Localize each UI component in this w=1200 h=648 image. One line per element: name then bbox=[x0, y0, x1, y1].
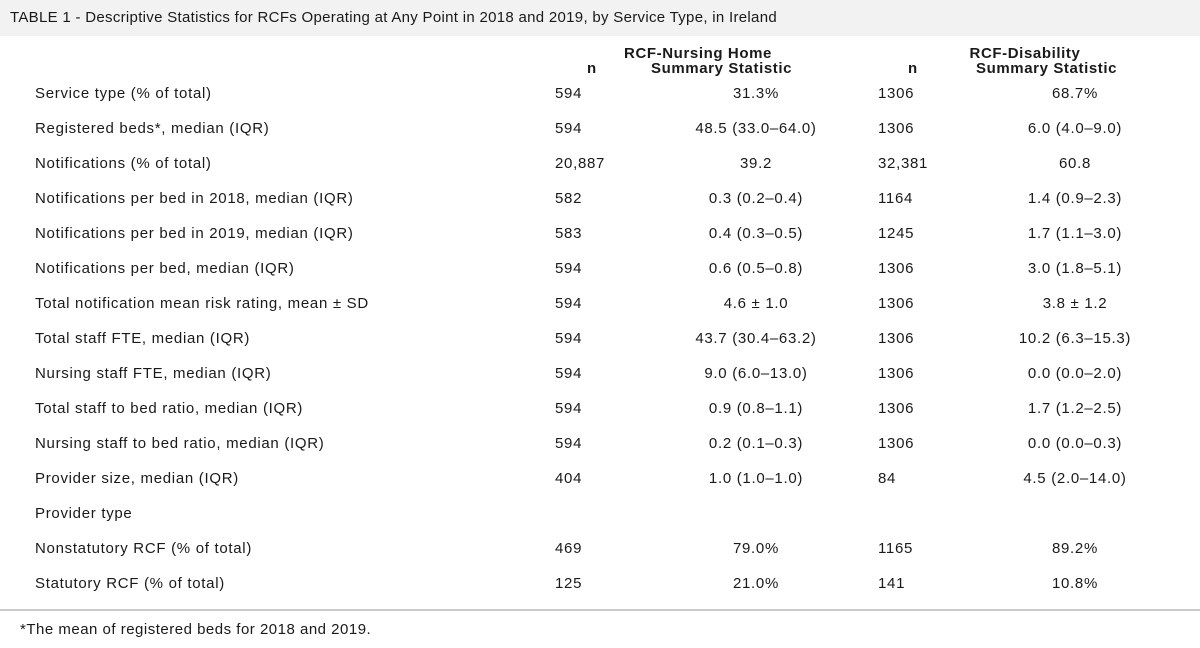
table-row: Total notification mean risk rating, mea… bbox=[0, 286, 1200, 321]
cell-statistic-disability: 68.7% bbox=[1051, 85, 1099, 102]
group-header-disability: RCF-Disability bbox=[969, 45, 1081, 62]
cell-statistic-nursing-home: 0.6 (0.5–0.8) bbox=[708, 260, 804, 277]
cell-statistic-disability: 1.7 (1.2–2.5) bbox=[1027, 400, 1123, 417]
cell-statistic-disability: 60.8 bbox=[1059, 155, 1091, 172]
cell-statistic-nursing-home: 0.2 (0.1–0.3) bbox=[708, 435, 804, 452]
cell-statistic-nursing-home: 4.6 ± 1.0 bbox=[723, 295, 789, 312]
cell-statistic-disability: 3.8 ± 1.2 bbox=[1042, 295, 1108, 312]
cell-n-nursing-home: 469 bbox=[555, 540, 583, 557]
cell-statistic-nursing-home: 1.0 (1.0–1.0) bbox=[708, 470, 804, 487]
cell-n-disability: 1165 bbox=[878, 540, 914, 557]
cell-statistic-disability: 10.8% bbox=[1051, 575, 1099, 592]
cell-statistic-disability: 6.0 (4.0–9.0) bbox=[1027, 120, 1123, 137]
cell-n-disability: 1306 bbox=[878, 120, 915, 137]
table-row: Nursing staff to bed ratio, median (IQR)… bbox=[0, 426, 1200, 461]
row-label: Provider type bbox=[35, 505, 133, 522]
cell-statistic-disability: 0.0 (0.0–0.3) bbox=[1027, 435, 1123, 452]
cell-statistic-nursing-home: 43.7 (30.4–63.2) bbox=[695, 330, 817, 347]
table-row: Total staff FTE, median (IQR) 594 43.7 (… bbox=[0, 321, 1200, 356]
row-label: Statutory RCF (% of total) bbox=[35, 575, 225, 592]
cell-n-disability: 1306 bbox=[878, 435, 915, 452]
cell-statistic-disability: 3.0 (1.8–5.1) bbox=[1027, 260, 1123, 277]
column-header-n-disability: n bbox=[908, 60, 918, 77]
cell-statistic-disability: 1.4 (0.9–2.3) bbox=[1027, 190, 1123, 207]
cell-statistic-nursing-home: 0.9 (0.8–1.1) bbox=[708, 400, 804, 417]
table-row: Registered beds*, median (IQR) 594 48.5 … bbox=[0, 111, 1200, 146]
table-row: Statutory RCF (% of total) 125 21.0% 141… bbox=[0, 566, 1200, 601]
cell-statistic-nursing-home: 48.5 (33.0–64.0) bbox=[695, 120, 817, 137]
table-bottom-rule bbox=[0, 609, 1200, 611]
cell-n-nursing-home: 594 bbox=[555, 260, 583, 277]
row-label: Total notification mean risk rating, mea… bbox=[35, 295, 369, 312]
cell-statistic-disability: 89.2% bbox=[1051, 540, 1099, 557]
cell-n-disability: 1306 bbox=[878, 400, 915, 417]
cell-statistic-nursing-home: 31.3% bbox=[732, 85, 780, 102]
cell-n-nursing-home: 404 bbox=[555, 470, 583, 487]
cell-statistic-disability: 10.2 (6.3–15.3) bbox=[1018, 330, 1132, 347]
cell-n-nursing-home: 594 bbox=[555, 85, 583, 102]
cell-statistic-disability: 4.5 (2.0–14.0) bbox=[1023, 470, 1127, 487]
table-row: Notifications per bed in 2018, median (I… bbox=[0, 181, 1200, 216]
cell-statistic-nursing-home: 0.3 (0.2–0.4) bbox=[708, 190, 804, 207]
cell-n-disability: 1245 bbox=[878, 225, 915, 242]
table-row: Provider size, median (IQR) 404 1.0 (1.0… bbox=[0, 461, 1200, 496]
row-label: Nursing staff to bed ratio, median (IQR) bbox=[35, 435, 325, 452]
cell-statistic-nursing-home: 9.0 (6.0–13.0) bbox=[704, 365, 808, 382]
group-header-nursing-home: RCF-Nursing Home bbox=[624, 45, 772, 62]
row-label: Notifications (% of total) bbox=[35, 155, 212, 172]
cell-statistic-disability: 1.7 (1.1–3.0) bbox=[1027, 225, 1123, 242]
cell-n-disability: 1164 bbox=[878, 190, 914, 207]
row-label: Registered beds*, median (IQR) bbox=[35, 120, 270, 137]
cell-statistic-nursing-home: 39.2 bbox=[740, 155, 772, 172]
row-label: Total staff to bed ratio, median (IQR) bbox=[35, 400, 304, 417]
row-label: Service type (% of total) bbox=[35, 85, 212, 102]
cell-n-disability: 84 bbox=[878, 470, 897, 487]
cell-n-nursing-home: 594 bbox=[555, 400, 583, 417]
table-row: Notifications (% of total) 20,887 39.2 3… bbox=[0, 146, 1200, 181]
column-header-statistic-disability: Summary Statistic bbox=[976, 60, 1118, 77]
row-label: Nursing staff FTE, median (IQR) bbox=[35, 365, 272, 382]
table-row: Notifications per bed, median (IQR) 594 … bbox=[0, 251, 1200, 286]
row-label: Nonstatutory RCF (% of total) bbox=[35, 540, 253, 557]
cell-n-nursing-home: 594 bbox=[555, 295, 583, 312]
column-header-statistic-nursing-home: Summary Statistic bbox=[651, 60, 793, 77]
cell-n-nursing-home: 594 bbox=[555, 435, 583, 452]
table-row: Total staff to bed ratio, median (IQR) 5… bbox=[0, 391, 1200, 426]
row-label: Provider size, median (IQR) bbox=[35, 470, 239, 487]
cell-n-nursing-home: 594 bbox=[555, 365, 583, 382]
row-label: Notifications per bed in 2019, median (I… bbox=[35, 225, 354, 242]
column-header-n-nursing-home: n bbox=[587, 60, 597, 77]
cell-statistic-disability: 0.0 (0.0–2.0) bbox=[1027, 365, 1123, 382]
table-row: Provider type bbox=[0, 496, 1200, 531]
cell-n-disability: 1306 bbox=[878, 365, 915, 382]
cell-n-disability: 1306 bbox=[878, 330, 915, 347]
cell-statistic-nursing-home: 0.4 (0.3–0.5) bbox=[708, 225, 804, 242]
table-title: TABLE 1 - Descriptive Statistics for RCF… bbox=[0, 0, 1200, 36]
row-label: Notifications per bed in 2018, median (I… bbox=[35, 190, 354, 207]
cell-statistic-nursing-home: 79.0% bbox=[732, 540, 780, 557]
cell-n-nursing-home: 583 bbox=[555, 225, 583, 242]
table-row: Notifications per bed in 2019, median (I… bbox=[0, 216, 1200, 251]
cell-n-nursing-home: 594 bbox=[555, 330, 583, 347]
table-footnote: *The mean of registered beds for 2018 an… bbox=[20, 621, 372, 638]
cell-n-nursing-home: 125 bbox=[555, 575, 583, 592]
cell-n-disability: 1306 bbox=[878, 85, 915, 102]
cell-n-nursing-home: 582 bbox=[555, 190, 583, 207]
cell-n-disability: 1306 bbox=[878, 295, 915, 312]
row-label: Total staff FTE, median (IQR) bbox=[35, 330, 251, 347]
table-row: Service type (% of total) 594 31.3% 1306… bbox=[0, 76, 1200, 111]
row-label: Notifications per bed, median (IQR) bbox=[35, 260, 295, 277]
cell-n-disability: 141 bbox=[878, 575, 906, 592]
cell-n-nursing-home: 20,887 bbox=[555, 155, 606, 172]
cell-n-disability: 1306 bbox=[878, 260, 915, 277]
cell-n-disability: 32,381 bbox=[878, 155, 929, 172]
cell-n-nursing-home: 594 bbox=[555, 120, 583, 137]
cell-statistic-nursing-home: 21.0% bbox=[732, 575, 780, 592]
table-row: Nonstatutory RCF (% of total) 469 79.0% … bbox=[0, 531, 1200, 566]
table-row: Nursing staff FTE, median (IQR) 594 9.0 … bbox=[0, 356, 1200, 391]
